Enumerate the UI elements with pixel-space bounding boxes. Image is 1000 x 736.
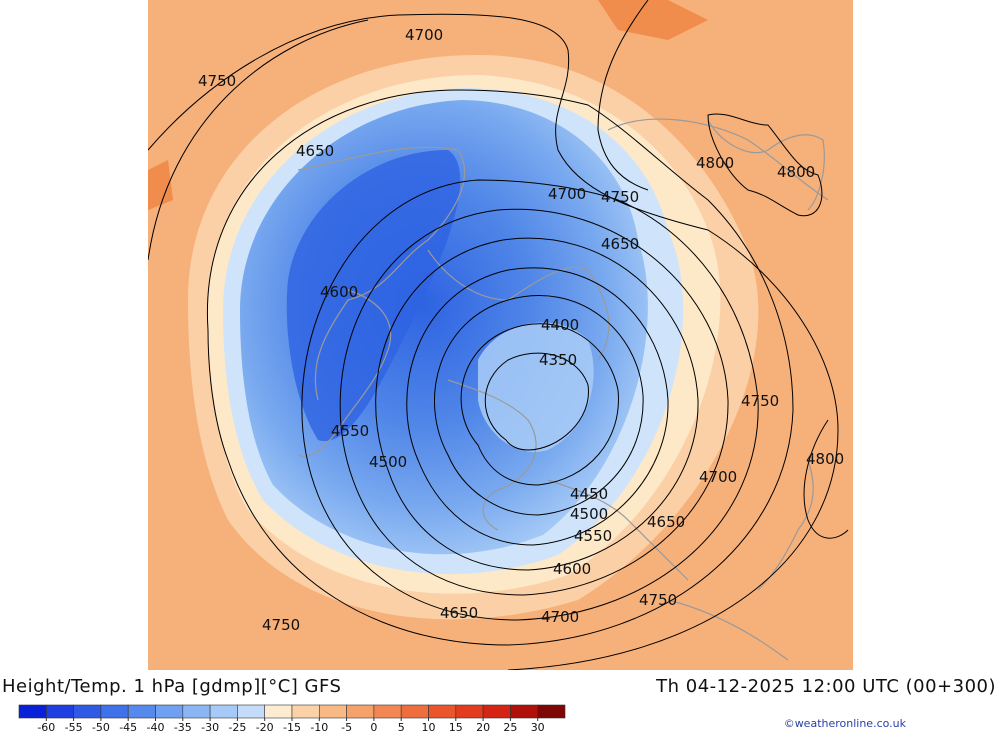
- legend-swatch: [100, 704, 129, 719]
- legend-swatch: [18, 704, 47, 719]
- contour-label: 4600: [553, 560, 591, 578]
- legend-swatch: [127, 704, 156, 719]
- weather-map: 4700 4750 4650 4800 4800 4700 4750 4650 …: [148, 0, 853, 670]
- legend-label: -60: [37, 721, 55, 732]
- contour-label: 4650: [296, 142, 334, 160]
- legend-swatch: [45, 704, 74, 719]
- contour-label: 4350: [539, 351, 577, 369]
- legend-swatch: [373, 704, 402, 719]
- warm-patch-west: [148, 160, 173, 210]
- legend-swatch: [237, 704, 265, 719]
- legend-swatch: [482, 704, 511, 719]
- contour-label: 4500: [570, 505, 608, 523]
- credit-link[interactable]: ©weatheronline.co.uk: [783, 717, 906, 730]
- contour-label: 4750: [262, 616, 300, 634]
- legend-swatch: [428, 704, 457, 719]
- contour-label: 4400: [541, 316, 579, 334]
- legend-label: -20: [256, 721, 274, 732]
- height-contours: [148, 0, 849, 670]
- contour-label: 4800: [777, 163, 815, 181]
- contour-label: 4750: [198, 72, 236, 90]
- legend-label: 20: [476, 721, 490, 732]
- legend-label: 5: [398, 721, 405, 732]
- coldest-region: [286, 150, 461, 442]
- contour-label: 4500: [369, 453, 407, 471]
- legend-label: -25: [228, 721, 246, 732]
- legend-label: 10: [422, 721, 436, 732]
- contour-label: 4650: [601, 235, 639, 253]
- legend-label: 15: [449, 721, 463, 732]
- low-center-light: [478, 322, 594, 452]
- warm-patch-north: [598, 0, 708, 40]
- contour-label: 4700: [405, 26, 443, 44]
- legend-label: -10: [310, 721, 328, 732]
- legend-label: 25: [503, 721, 517, 732]
- legend-label: 30: [531, 721, 545, 732]
- legend-swatch: [346, 704, 375, 719]
- legend-swatch: [264, 704, 293, 719]
- legend-label: -15: [283, 721, 301, 732]
- legend-swatch: [182, 704, 211, 719]
- legend-label: -40: [147, 721, 165, 732]
- legend-swatch: [537, 704, 566, 719]
- legend-swatch: [510, 704, 538, 719]
- legend-swatch: [291, 704, 320, 719]
- legend-swatch: [209, 704, 238, 719]
- legend-label: -30: [201, 721, 219, 732]
- contour-label: 4800: [806, 450, 844, 468]
- contour-label: 4550: [574, 527, 612, 545]
- legend-label: -45: [119, 721, 137, 732]
- contour-label: 4650: [647, 513, 685, 531]
- forecast-datetime: Th 04-12-2025 12:00 UTC (00+300): [656, 676, 996, 697]
- contour-label: 4650: [440, 604, 478, 622]
- contour-label: 4750: [601, 188, 639, 206]
- legend-label: -35: [174, 721, 192, 732]
- map-title: Height/Temp. 1 hPa [gdmp][°C] GFS: [2, 676, 342, 697]
- contour-label: 4550: [331, 422, 369, 440]
- contour-label: 4600: [320, 283, 358, 301]
- contour-label: 4800: [696, 154, 734, 172]
- legend-label: -5: [341, 721, 352, 732]
- legend-swatch: [73, 704, 102, 719]
- contour-label: 4750: [741, 392, 779, 410]
- contour-label: 4700: [699, 468, 737, 486]
- legend-swatch: [455, 704, 484, 719]
- map-canvas: 4700 4750 4650 4800 4800 4700 4750 4650 …: [148, 0, 853, 670]
- legend-label: -50: [92, 721, 110, 732]
- contour-label: 4750: [639, 591, 677, 609]
- legend-label: -55: [65, 721, 83, 732]
- contour-label: 4700: [541, 608, 579, 626]
- contour-label-group: 4700 4750 4650 4800 4800 4700 4750 4650 …: [198, 26, 844, 634]
- legend-swatch: [318, 704, 347, 719]
- legend-label: 0: [370, 721, 377, 732]
- contour-label: 4450: [570, 485, 608, 503]
- contour-label: 4700: [548, 185, 586, 203]
- color-legend: -60 -55 -50 -45 -40 -35 -30 -25 -20 -15 -10 -5 0 5 10 1…: [18, 704, 566, 734]
- legend-swatch: [155, 704, 184, 719]
- legend-scale: -60 -55 -50 -45 -40 -35 -30 -25 -20 -15 -10 -5 0 5 10 1…: [18, 704, 566, 734]
- legend-swatch: [400, 704, 429, 719]
